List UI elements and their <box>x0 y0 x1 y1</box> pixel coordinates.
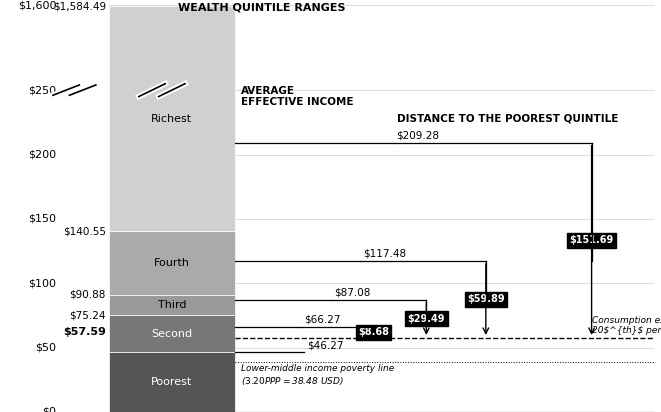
Text: $250: $250 <box>28 85 56 95</box>
Bar <box>109 295 235 315</box>
Text: $100: $100 <box>28 278 56 288</box>
Text: $50: $50 <box>35 343 56 353</box>
Text: $209.28: $209.28 <box>397 131 440 140</box>
Text: $150: $150 <box>28 214 56 224</box>
Text: $200: $200 <box>28 150 56 159</box>
Text: DISTANCE TO THE POOREST QUINTILE: DISTANCE TO THE POOREST QUINTILE <box>397 113 618 124</box>
Bar <box>109 315 235 352</box>
Text: Poorest: Poorest <box>151 377 192 387</box>
Text: $117.48: $117.48 <box>364 249 407 259</box>
Text: $57.59: $57.59 <box>63 327 106 337</box>
Text: $90.88: $90.88 <box>69 290 106 300</box>
Text: $66.27: $66.27 <box>304 315 340 325</box>
Bar <box>109 231 235 295</box>
Text: Third: Third <box>157 300 186 310</box>
Bar <box>109 352 235 412</box>
Text: $75.24: $75.24 <box>69 310 106 320</box>
Text: $1,584.49: $1,584.49 <box>53 1 106 12</box>
Text: $87.08: $87.08 <box>334 288 370 298</box>
Text: $46.27: $46.27 <box>307 340 344 351</box>
Text: Lower-middle income poverty line
($3.20 PPP = $38.48 USD): Lower-middle income poverty line ($3.20 … <box>241 364 395 387</box>
Text: Richest: Richest <box>151 114 192 124</box>
Text: $8.68: $8.68 <box>358 327 389 337</box>
Text: $0: $0 <box>42 407 56 412</box>
Text: Fourth: Fourth <box>154 258 190 268</box>
Text: $1,600: $1,600 <box>18 0 56 10</box>
Text: Consumption expenditure at the
20$^{th}$ percentile ($57.59): Consumption expenditure at the 20$^{th}$… <box>592 316 661 335</box>
Bar <box>109 7 235 231</box>
Text: $59.89: $59.89 <box>467 294 504 304</box>
Text: AVERAGE
EFFECTIVE INCOME: AVERAGE EFFECTIVE INCOME <box>241 86 354 108</box>
Text: $140.55: $140.55 <box>63 226 106 236</box>
Text: Second: Second <box>151 329 192 339</box>
Text: $151.69: $151.69 <box>570 235 613 245</box>
Text: WEALTH QUINTILE RANGES: WEALTH QUINTILE RANGES <box>178 2 346 13</box>
Text: $29.49: $29.49 <box>408 314 445 324</box>
